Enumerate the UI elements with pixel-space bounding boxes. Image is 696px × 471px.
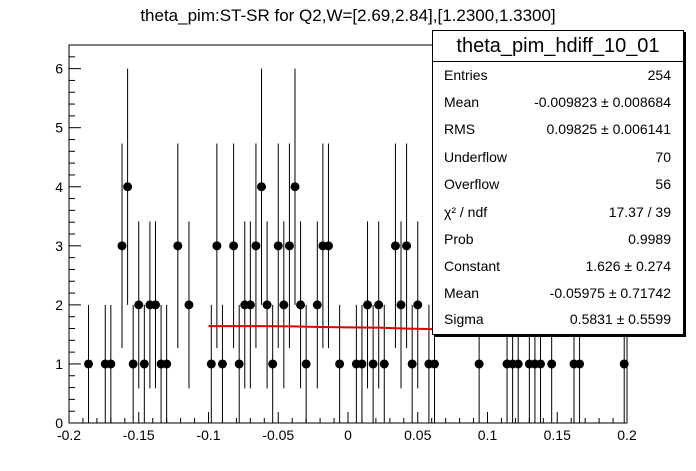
y-tick-label: 4 bbox=[55, 179, 63, 195]
stats-box-title: theta_pim_hdiff_10_01 bbox=[433, 31, 683, 62]
x-tick-label: -0.05 bbox=[262, 427, 294, 443]
stats-row-fit-mean: Mean -0.05975 ± 0.71742 bbox=[444, 285, 671, 301]
stats-row-mean: Mean -0.009823 ± 0.008684 bbox=[444, 94, 671, 110]
stats-row-sigma: Sigma 0.5831 ± 0.5599 bbox=[444, 311, 671, 327]
data-point bbox=[547, 359, 557, 369]
data-point bbox=[245, 300, 255, 310]
data-point bbox=[117, 241, 127, 251]
data-point bbox=[575, 359, 585, 369]
stats-row-underflow: Underflow 70 bbox=[444, 149, 671, 165]
x-tick-label: 0.1 bbox=[478, 427, 498, 443]
stats-box: theta_pim_hdiff_10_01 Entries 254 Mean -0.… bbox=[432, 30, 684, 335]
data-point bbox=[234, 359, 244, 369]
stats-row-overflow: Overflow 56 bbox=[444, 176, 671, 192]
data-point bbox=[139, 359, 149, 369]
data-point bbox=[513, 359, 523, 369]
data-point bbox=[296, 300, 306, 310]
data-point bbox=[229, 241, 239, 251]
data-point bbox=[290, 182, 300, 192]
data-point bbox=[106, 359, 116, 369]
y-tick-label: 5 bbox=[55, 120, 63, 136]
data-point bbox=[619, 359, 629, 369]
y-tick-label: 0 bbox=[55, 415, 63, 431]
y-tick-label: 3 bbox=[55, 238, 63, 254]
data-point bbox=[379, 359, 389, 369]
data-point bbox=[212, 241, 222, 251]
data-point bbox=[217, 359, 227, 369]
data-point bbox=[357, 359, 367, 369]
data-point bbox=[123, 182, 133, 192]
stats-row-chi2: χ² / ndf 17.37 / 39 bbox=[444, 204, 671, 220]
x-tick-label: -0.15 bbox=[123, 427, 155, 443]
data-point bbox=[268, 359, 278, 369]
data-point bbox=[363, 300, 373, 310]
data-point bbox=[301, 359, 311, 369]
data-point bbox=[257, 182, 267, 192]
stats-row-rms: RMS 0.09825 ± 0.006141 bbox=[444, 121, 671, 137]
data-point bbox=[407, 359, 417, 369]
data-point bbox=[396, 300, 406, 310]
data-point bbox=[84, 359, 94, 369]
fit-curve bbox=[208, 325, 435, 331]
data-point bbox=[206, 359, 216, 369]
y-tick-label: 2 bbox=[55, 297, 63, 313]
x-tick-label: 0 bbox=[344, 427, 352, 443]
data-point bbox=[402, 241, 412, 251]
data-point bbox=[374, 300, 384, 310]
data-point bbox=[173, 241, 183, 251]
data-point bbox=[251, 241, 261, 251]
data-point bbox=[536, 359, 546, 369]
x-tick-label: 0.05 bbox=[404, 427, 431, 443]
data-point bbox=[273, 241, 283, 251]
data-point bbox=[162, 359, 172, 369]
x-tick-label: 0.15 bbox=[544, 427, 571, 443]
data-point bbox=[323, 241, 333, 251]
data-point bbox=[134, 300, 144, 310]
chart-title: theta_pim:ST-SR for Q2,W=[2.69,2.84],[1.… bbox=[140, 6, 556, 25]
data-point bbox=[312, 300, 322, 310]
data-point bbox=[284, 241, 294, 251]
y-tick-label: 1 bbox=[55, 356, 63, 372]
x-tick-label: -0.1 bbox=[196, 427, 220, 443]
data-point bbox=[390, 241, 400, 251]
data-point bbox=[429, 359, 439, 369]
stats-row-entries: Entries 254 bbox=[444, 67, 671, 83]
y-tick-label: 6 bbox=[55, 61, 63, 77]
data-point bbox=[150, 300, 160, 310]
data-point bbox=[128, 359, 138, 369]
data-point bbox=[262, 300, 272, 310]
x-tick-label: -0.2 bbox=[57, 427, 81, 443]
data-point bbox=[279, 300, 289, 310]
stats-row-constant: Constant 1.626 ± 0.274 bbox=[444, 258, 671, 274]
stats-row-prob: Prob 0.9989 bbox=[444, 231, 671, 247]
data-point bbox=[413, 300, 423, 310]
data-point bbox=[474, 359, 484, 369]
data-point bbox=[368, 359, 378, 369]
data-point bbox=[335, 359, 345, 369]
data-point bbox=[184, 300, 194, 310]
x-tick-label: 0.2 bbox=[617, 427, 637, 443]
